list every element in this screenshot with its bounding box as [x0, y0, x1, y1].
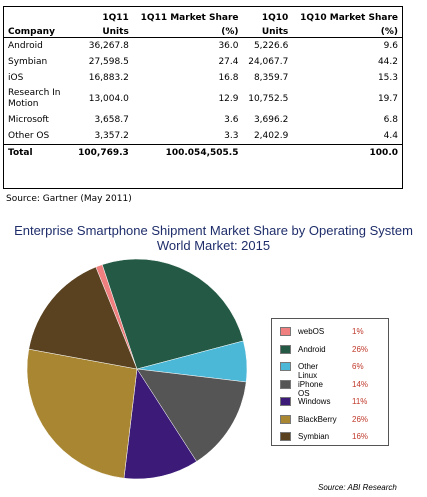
legend-label: Android	[298, 344, 326, 354]
table-row: Symbian 27,598.5 27.4 24,067.7 44.2	[4, 54, 402, 70]
legend-value: 6%	[352, 362, 364, 371]
units-cell: 27,598.5	[88, 57, 129, 67]
units-cell: 16,883.2	[88, 73, 129, 83]
legend-label: iPhone OS	[298, 379, 323, 398]
total-units-1q11: 100,769.3	[72, 144, 133, 160]
legend-swatch	[280, 327, 291, 336]
share-cell: 4.4	[383, 131, 398, 141]
units-cell: 10,752.5	[248, 94, 289, 104]
legend-value: 14%	[352, 379, 369, 389]
share-cell: 3.3	[224, 131, 239, 141]
header-company: Company	[4, 23, 72, 38]
company-cell: Research In Motion	[8, 88, 61, 109]
market-share-table: 1Q11 1Q11 Market Share 1Q10 1Q10 Market …	[3, 6, 403, 189]
units-cell: 3,696.2	[253, 115, 289, 125]
legend-swatch	[280, 432, 291, 441]
units-cell: 24,067.7	[248, 57, 289, 67]
table-source: Source: Gartner (May 2011)	[6, 194, 132, 204]
table-row: Research In Motion 13,004.0 12.9 10,752.…	[4, 86, 402, 112]
company-cell: Other OS	[8, 131, 50, 141]
pie-slice-symbian	[28, 266, 138, 370]
table-row: Microsoft 3,658.7 3.6 3,696.2 6.8	[4, 112, 402, 128]
legend-label: Symbian	[298, 432, 330, 441]
units-cell: 2,402.9	[253, 131, 289, 141]
share-cell: 36.0	[218, 41, 239, 51]
table-row: Other OS 3,357.2 3.3 2,402.9 4.4	[4, 128, 402, 145]
chart-legend: webOS 1% Android 26% Other Linux 6% iPhone OS 1…	[271, 318, 389, 446]
units-cell: 36,267.8	[88, 41, 129, 51]
units-cell: 8,359.7	[253, 73, 289, 83]
units-cell: 3,658.7	[94, 115, 129, 125]
legend-label: BlackBerry	[298, 414, 337, 424]
chart-source: Source: ABI Research	[318, 483, 397, 492]
header-pct-1q10: (%)	[292, 23, 402, 38]
total-units-1q10	[242, 144, 293, 160]
company-cell: Symbian	[8, 57, 48, 67]
pie-slice-blackberry	[26, 348, 138, 479]
share-cell: 3.6	[224, 115, 239, 125]
share-cell: 44.2	[377, 57, 398, 67]
legend-label: Windows	[298, 397, 331, 406]
header-pct-1q11: (%)	[132, 23, 243, 38]
total-row: Total 100,769.3 100.054,505.5 100.0	[4, 144, 402, 160]
legend-swatch	[280, 362, 291, 371]
legend-swatch	[280, 397, 291, 406]
share-cell: 27.4	[218, 57, 239, 67]
header-1q11-share: 1Q11 Market Share	[140, 13, 239, 23]
total-label: Total	[4, 144, 72, 160]
share-cell: 12.9	[218, 94, 239, 104]
total-share-1q11: 100.054,505.5	[132, 144, 243, 160]
header-1q10: 1Q10	[261, 13, 289, 23]
legend-swatch	[280, 344, 291, 354]
header-units-1q10: Units	[242, 23, 293, 38]
legend-value: 11%	[352, 397, 368, 406]
table-header-row-2: Company Units (%) Units (%)	[4, 23, 402, 38]
company-cell: iOS	[8, 73, 24, 83]
pie-slice-android	[101, 258, 244, 370]
pie-slices	[26, 258, 248, 480]
pie-chart	[26, 258, 248, 480]
header-units-1q11: Units	[72, 23, 133, 38]
share-cell: 19.7	[377, 94, 398, 104]
header-1q10-share: 1Q10 Market Share	[300, 13, 398, 23]
table-row: Android 36,267.8 36.0 5,226.6 9.6	[4, 38, 402, 55]
company-cell: Microsoft	[8, 115, 49, 125]
share-cell: 6.8	[383, 115, 398, 125]
units-cell: 13,004.0	[88, 94, 129, 104]
market-share-grid: 1Q11 1Q11 Market Share 1Q10 1Q10 Market …	[4, 7, 402, 160]
legend-swatch	[280, 414, 291, 424]
legend-value: 16%	[352, 432, 369, 441]
header-blank	[4, 7, 72, 23]
chart-subtitle: World Market: 2015	[156, 238, 271, 253]
legend-label: webOS	[298, 327, 325, 336]
chart-title: Enterprise Smartphone Shipment Market Sh…	[14, 223, 413, 238]
legend-label: Other Linux	[298, 362, 319, 380]
pie-slice-iphone-os	[136, 368, 247, 462]
share-cell: 15.3	[377, 73, 398, 83]
total-share-1q10: 100.0	[292, 144, 402, 160]
header-1q11: 1Q11	[102, 13, 129, 23]
table-header-row-1: 1Q11 1Q11 Market Share 1Q10 1Q10 Market …	[4, 7, 402, 23]
share-cell: 9.6	[383, 41, 398, 51]
units-cell: 5,226.6	[253, 41, 289, 51]
legend-swatch	[280, 379, 291, 389]
chart-title-block: Enterprise Smartphone Shipment Market Sh…	[0, 223, 427, 253]
legend-value: 26%	[352, 414, 369, 424]
legend-value: 26%	[352, 344, 369, 354]
legend-value: 1%	[352, 327, 364, 336]
table-row: iOS 16,883.2 16.8 8,359.7 15.3	[4, 70, 402, 86]
pie-slice-windows	[123, 368, 197, 480]
units-cell: 3,357.2	[94, 131, 129, 141]
share-cell: 16.8	[218, 73, 239, 83]
company-cell: Android	[8, 41, 43, 51]
